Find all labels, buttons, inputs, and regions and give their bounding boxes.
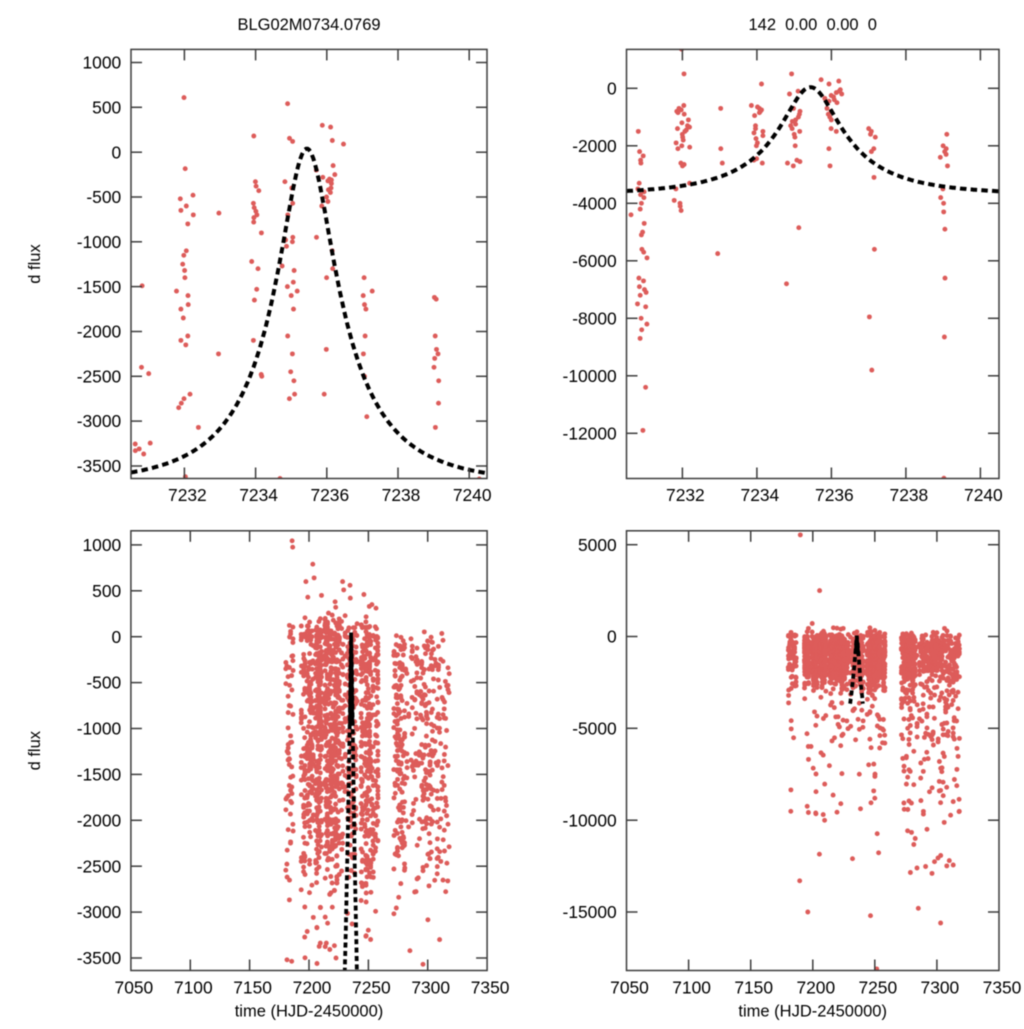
- svg-text:7100: 7100: [174, 978, 213, 998]
- svg-text:-1000: -1000: [77, 232, 121, 252]
- svg-text:-500: -500: [86, 673, 121, 693]
- svg-text:-8000: -8000: [572, 308, 616, 328]
- svg-text:7300: 7300: [921, 978, 960, 998]
- svg-text:BLG02M0734.0769: BLG02M0734.0769: [237, 16, 380, 34]
- svg-text:7300: 7300: [411, 978, 450, 998]
- svg-text:-1500: -1500: [77, 765, 121, 785]
- svg-text:-1500: -1500: [77, 277, 121, 297]
- svg-text:7238: 7238: [890, 485, 929, 505]
- svg-text:0: 0: [607, 78, 617, 98]
- svg-text:-500: -500: [86, 187, 121, 207]
- svg-text:7236: 7236: [815, 485, 854, 505]
- svg-text:142 0.00 0.00 0: 142 0.00 0.00 0: [748, 16, 876, 34]
- svg-text:1000: 1000: [83, 53, 122, 73]
- svg-text:-3000: -3000: [77, 902, 121, 922]
- svg-text:-2500: -2500: [77, 366, 121, 386]
- svg-text:7234: 7234: [741, 485, 780, 505]
- svg-text:7240: 7240: [964, 485, 1003, 505]
- svg-text:-2000: -2000: [77, 322, 121, 342]
- svg-text:7200: 7200: [293, 978, 332, 998]
- svg-text:7350: 7350: [983, 978, 1022, 998]
- svg-text:d flux: d flux: [26, 730, 44, 770]
- svg-text:-15000: -15000: [563, 902, 617, 922]
- svg-text:7238: 7238: [382, 485, 421, 505]
- svg-text:time (HJD-2450000): time (HJD-2450000): [738, 1003, 887, 1021]
- svg-text:d flux: d flux: [26, 244, 44, 284]
- svg-text:7100: 7100: [672, 978, 711, 998]
- svg-text:7236: 7236: [310, 485, 349, 505]
- svg-text:500: 500: [92, 581, 121, 601]
- svg-text:-2000: -2000: [77, 810, 121, 830]
- svg-text:7350: 7350: [471, 978, 510, 998]
- svg-text:7232: 7232: [168, 485, 207, 505]
- svg-text:-6000: -6000: [572, 251, 616, 271]
- svg-text:7050: 7050: [115, 978, 154, 998]
- svg-text:7234: 7234: [239, 485, 278, 505]
- svg-text:7232: 7232: [666, 485, 705, 505]
- svg-text:-10000: -10000: [563, 366, 617, 386]
- svg-text:0: 0: [607, 627, 617, 647]
- svg-text:-3000: -3000: [77, 411, 121, 431]
- svg-text:7050: 7050: [610, 978, 649, 998]
- svg-text:1000: 1000: [83, 535, 122, 555]
- svg-text:-12000: -12000: [563, 423, 617, 443]
- svg-text:-2500: -2500: [77, 856, 121, 876]
- svg-text:7250: 7250: [352, 978, 391, 998]
- svg-text:7150: 7150: [734, 978, 773, 998]
- svg-text:-1000: -1000: [77, 719, 121, 739]
- svg-text:-2000: -2000: [572, 136, 616, 156]
- svg-text:7240: 7240: [453, 485, 492, 505]
- svg-text:7200: 7200: [796, 978, 835, 998]
- svg-text:-4000: -4000: [572, 193, 616, 213]
- svg-text:-3500: -3500: [77, 948, 121, 968]
- svg-text:500: 500: [92, 97, 121, 117]
- svg-text:0: 0: [112, 627, 122, 647]
- svg-text:-3500: -3500: [77, 456, 121, 476]
- svg-text:7150: 7150: [233, 978, 272, 998]
- svg-text:time (HJD-2450000): time (HJD-2450000): [235, 1003, 384, 1021]
- svg-text:5000: 5000: [578, 535, 617, 555]
- svg-text:-10000: -10000: [563, 810, 617, 830]
- svg-text:-5000: -5000: [572, 718, 616, 738]
- svg-text:7250: 7250: [858, 978, 897, 998]
- svg-text:0: 0: [112, 142, 122, 162]
